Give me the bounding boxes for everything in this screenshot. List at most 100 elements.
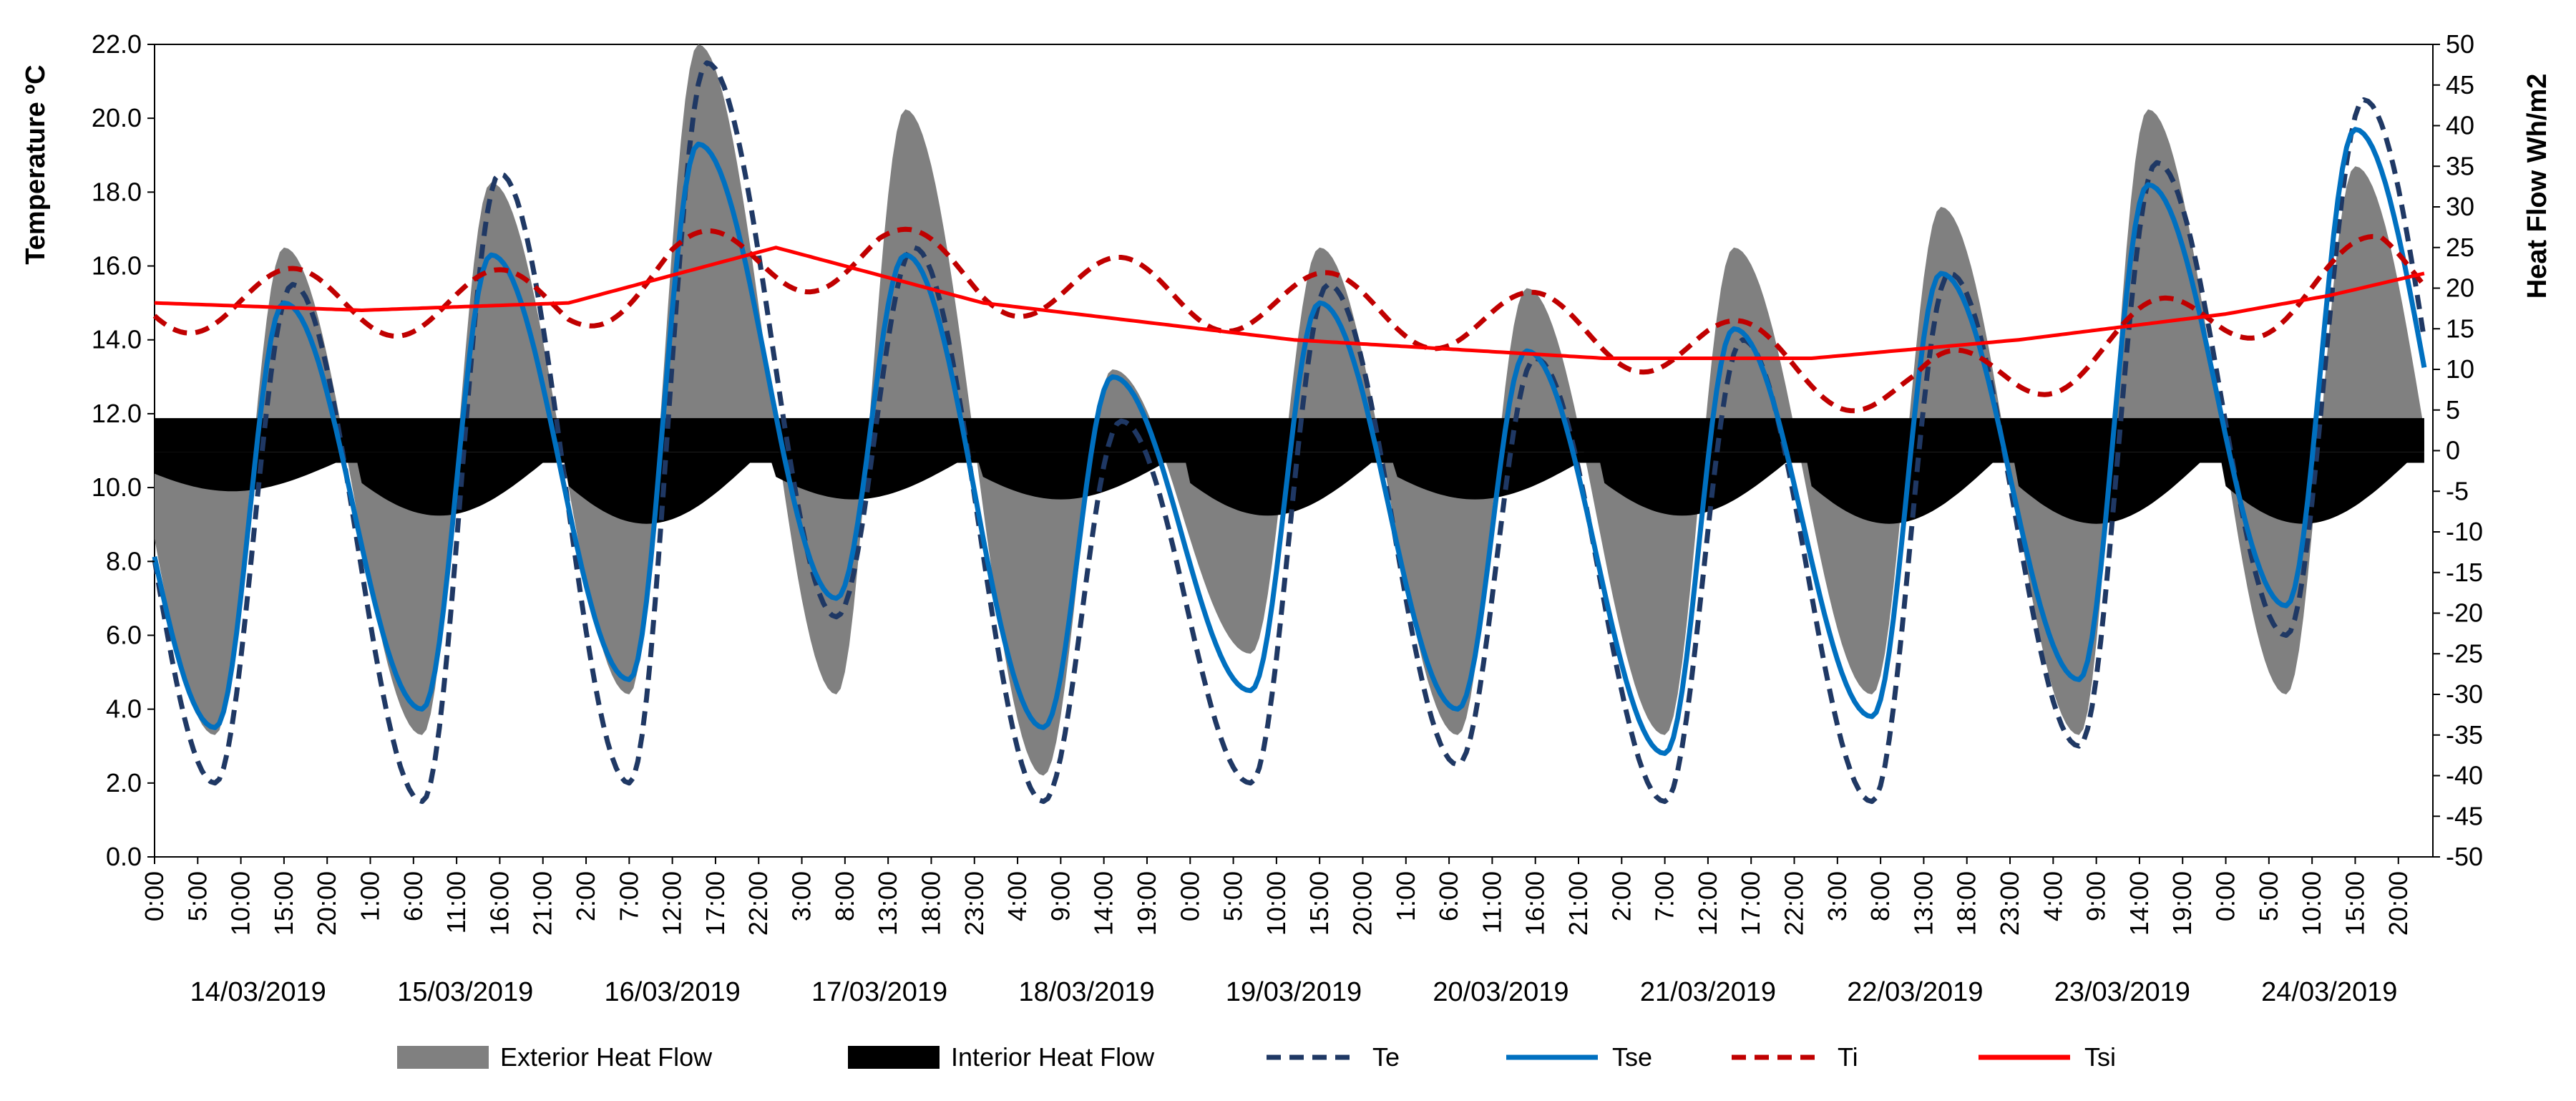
left-tick-label: 14.0 xyxy=(92,325,142,354)
date-label: 20/03/2019 xyxy=(1433,977,1568,1007)
left-tick-label: 18.0 xyxy=(92,177,142,206)
x-tick-label: 6:00 xyxy=(399,871,428,921)
x-tick-label: 23:00 xyxy=(1995,871,2024,936)
series-exterior-heat-flow xyxy=(155,44,2424,776)
x-tick-label: 19:00 xyxy=(1132,871,1161,936)
date-label: 16/03/2019 xyxy=(605,977,741,1007)
right-tick-label: 30 xyxy=(2446,192,2474,221)
right-tick-label: 0 xyxy=(2446,436,2460,465)
left-tick-label: 16.0 xyxy=(92,251,142,281)
right-tick-label: -30 xyxy=(2446,679,2483,709)
x-tick-label: 3:00 xyxy=(1823,871,1852,921)
x-tick-label: 0:00 xyxy=(2211,871,2240,921)
x-tick-label: 2:00 xyxy=(571,871,600,921)
right-tick-label: -25 xyxy=(2446,639,2483,668)
legend-label: Tse xyxy=(1612,1042,1652,1072)
x-tick-label: 20:00 xyxy=(2384,871,2413,936)
date-label: 19/03/2019 xyxy=(1226,977,1362,1007)
legend-item: Tsi xyxy=(1979,1042,2116,1072)
date-label: 15/03/2019 xyxy=(397,977,533,1007)
date-label: 22/03/2019 xyxy=(1847,977,1983,1007)
right-tick-label: 15 xyxy=(2446,314,2474,343)
x-tick-label: 1:00 xyxy=(1391,871,1420,921)
right-tick-label: 25 xyxy=(2446,233,2474,262)
right-axis-title: Heat Flow Wh/m2 xyxy=(2522,74,2552,299)
left-tick-label: 10.0 xyxy=(92,472,142,502)
x-tick-label: 17:00 xyxy=(701,871,730,936)
right-tick-label: -50 xyxy=(2446,842,2483,871)
x-tick-label: 2:00 xyxy=(1606,871,1636,921)
legend-item: Ti xyxy=(1732,1042,1858,1072)
right-tick-label: 45 xyxy=(2446,70,2474,100)
x-tick-label: 15:00 xyxy=(1304,871,1334,936)
x-tick-label: 11:00 xyxy=(441,871,471,933)
x-tick-label: 9:00 xyxy=(1045,871,1075,921)
x-tick-label: 11:00 xyxy=(1477,871,1506,933)
right-tick-label: 35 xyxy=(2446,151,2474,180)
series-tse xyxy=(152,127,2427,756)
x-tick-label: 15:00 xyxy=(269,871,298,936)
right-tick-label: 20 xyxy=(2446,273,2474,303)
x-tick-label: 21:00 xyxy=(1563,871,1593,936)
x-tick-label: 22:00 xyxy=(1780,871,1809,936)
x-tick-label: 4:00 xyxy=(1002,871,1032,921)
left-axis-title: Temperature ºC xyxy=(21,64,51,264)
legend-item: Te xyxy=(1267,1042,1400,1072)
x-tick-label: 13:00 xyxy=(873,871,902,936)
x-tick-label: 7:00 xyxy=(1650,871,1679,921)
x-tick-label: 5:00 xyxy=(1219,871,1248,921)
legend-label: Exterior Heat Flow xyxy=(500,1042,713,1072)
x-tick-label: 8:00 xyxy=(830,871,859,921)
right-tick-label: 10 xyxy=(2446,354,2474,384)
x-tick-label: 21:00 xyxy=(528,871,557,936)
legend-item: Tse xyxy=(1506,1042,1652,1072)
legend-swatch xyxy=(848,1046,940,1069)
x-tick-label: 10:00 xyxy=(226,871,255,936)
left-tick-label: 12.0 xyxy=(92,399,142,428)
x-tick-label: 1:00 xyxy=(356,871,385,921)
x-tick-label: 0:00 xyxy=(1175,871,1204,921)
date-label: 17/03/2019 xyxy=(811,977,947,1007)
x-tick-label: 13:00 xyxy=(1908,871,1938,936)
right-tick-label: -35 xyxy=(2446,720,2483,750)
right-tick-label: -5 xyxy=(2446,476,2469,505)
left-tick-label: 20.0 xyxy=(92,103,142,132)
right-tick-label: -40 xyxy=(2446,761,2483,790)
left-tick-label: 8.0 xyxy=(106,546,142,576)
date-label: 18/03/2019 xyxy=(1018,977,1154,1007)
x-tick-label: 0:00 xyxy=(140,871,169,921)
legend-label: Ti xyxy=(1838,1042,1858,1072)
left-tick-label: 2.0 xyxy=(106,768,142,797)
date-label: 24/03/2019 xyxy=(2261,977,2397,1007)
date-label: 14/03/2019 xyxy=(190,977,326,1007)
right-tick-label: 40 xyxy=(2446,111,2474,140)
legend-swatch xyxy=(397,1046,489,1069)
date-label: 23/03/2019 xyxy=(2054,977,2190,1007)
x-tick-label: 18:00 xyxy=(1952,871,1981,936)
series-ti xyxy=(152,226,2426,414)
x-tick-label: 14:00 xyxy=(2124,871,2154,936)
right-tick-label: -15 xyxy=(2446,558,2483,587)
x-tick-label: 9:00 xyxy=(2082,871,2111,921)
x-tick-label: 12:00 xyxy=(1693,871,1722,936)
x-tick-label: 14:00 xyxy=(1089,871,1118,936)
x-tick-label: 17:00 xyxy=(1736,871,1765,936)
x-tick-label: 10:00 xyxy=(2297,871,2326,936)
left-tick-label: 4.0 xyxy=(106,694,142,724)
date-label: 21/03/2019 xyxy=(1640,977,1776,1007)
x-tick-label: 20:00 xyxy=(1347,871,1377,936)
x-tick-label: 5:00 xyxy=(2254,871,2283,921)
left-tick-label: 22.0 xyxy=(92,29,142,59)
x-tick-label: 18:00 xyxy=(916,871,945,936)
x-tick-label: 8:00 xyxy=(1865,871,1895,921)
x-tick-label: 19:00 xyxy=(2167,871,2197,936)
series-interior-heat-flow xyxy=(155,452,2424,524)
right-tick-label: 5 xyxy=(2446,395,2460,425)
x-tick-label: 23:00 xyxy=(960,871,989,936)
legend-item: Interior Heat Flow xyxy=(848,1042,1155,1072)
right-tick-label: -45 xyxy=(2446,801,2483,830)
x-tick-label: 6:00 xyxy=(1434,871,1463,921)
left-tick-label: 6.0 xyxy=(106,620,142,649)
right-tick-label: -20 xyxy=(2446,598,2483,628)
